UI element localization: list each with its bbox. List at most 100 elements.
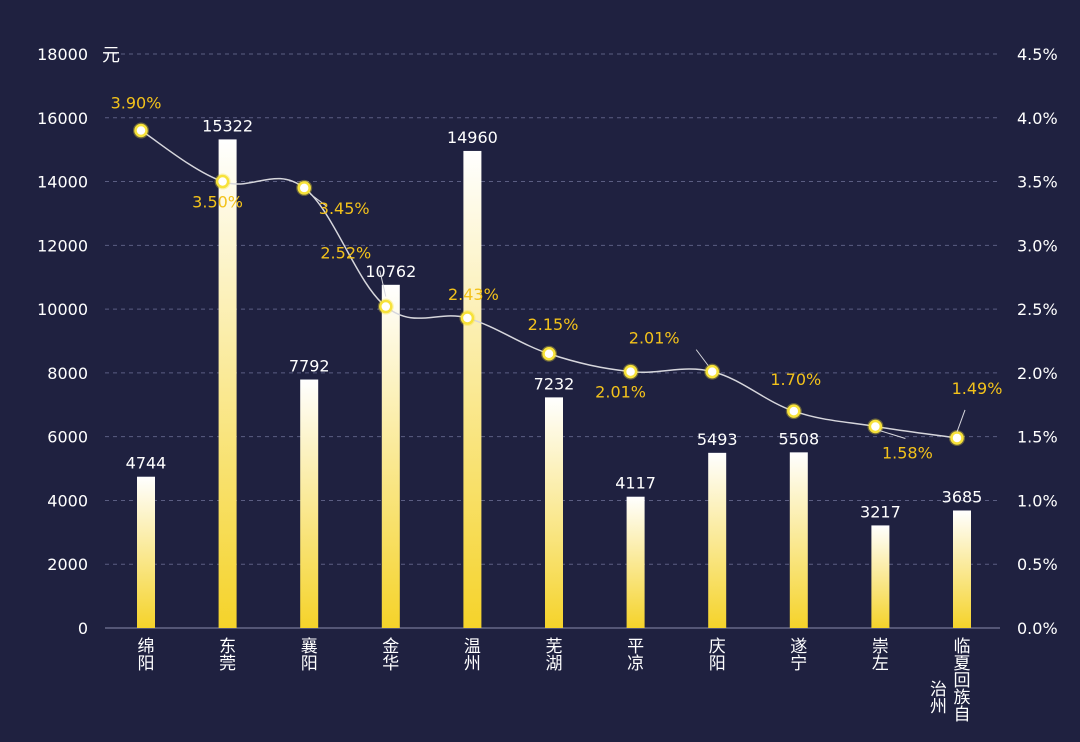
rate-value-label: 2.01% — [629, 329, 680, 348]
bar-value-label: 4744 — [126, 454, 167, 473]
rate-marker — [787, 404, 801, 418]
bar — [381, 284, 400, 628]
rate-marker — [460, 311, 475, 325]
x-axis-label-char: 绵 — [138, 637, 155, 657]
x-axis-label-char: 崇 — [872, 637, 889, 657]
rate-label-leader — [879, 429, 906, 439]
rate-value-label: 3.45% — [319, 199, 370, 218]
rate-line — [140, 129, 958, 439]
right-tick-label: 2.5% — [1017, 300, 1058, 319]
x-axis-label-char: 金 — [382, 637, 399, 657]
x-axis-label-char: 遂 — [790, 637, 807, 657]
bar-value-label: 3685 — [942, 487, 983, 506]
x-axis-label-char: 自 — [954, 705, 971, 725]
bar-value-label: 5508 — [778, 429, 819, 448]
left-tick-label: 8000 — [47, 364, 88, 383]
bar-value-label: 7232 — [534, 374, 575, 393]
x-axis-label-char: 平 — [627, 637, 644, 657]
rate-line-series — [133, 122, 965, 446]
rate-label-leader — [379, 270, 387, 297]
left-tick-label: 6000 — [47, 428, 88, 447]
rate-value-label: 3.50% — [192, 193, 243, 212]
bar-value-label: 15322 — [202, 116, 253, 135]
right-tick-label: 3.0% — [1017, 236, 1058, 255]
bar-value-label: 5493 — [697, 430, 738, 449]
grid-lines — [105, 53, 1000, 629]
bar — [545, 397, 563, 628]
rate-value-label: 1.58% — [882, 443, 933, 462]
right-tick-label: 1.0% — [1017, 491, 1058, 510]
x-axis-label-char: 庆 — [709, 637, 726, 657]
rate-value-labels: 3.90% 3.50% 3.45% 2.52% 2.43% 2.15% 2.01% 2.01%… — [111, 94, 1003, 463]
right-tick-label: 0.0% — [1017, 619, 1058, 638]
x-axis-label-char: 凉 — [627, 654, 644, 674]
x-axis-label-char: 宁 — [790, 654, 807, 674]
x-axis-label-char: 族 — [954, 688, 971, 708]
rate-marker — [950, 431, 964, 445]
bar — [789, 452, 808, 628]
right-tick-label: 0.5% — [1017, 555, 1058, 574]
bar — [463, 150, 482, 629]
x-axis-label-char: 温 — [464, 637, 481, 657]
left-tick-label: 10000 — [37, 300, 88, 319]
rate-value-label: 3.90% — [111, 94, 162, 113]
bar — [953, 510, 971, 628]
left-axis: 0 2000 4000 6000 8000 10000 12000 14000 16000 180… — [37, 45, 88, 638]
bar — [300, 379, 319, 628]
x-axis-label-char: 莞 — [219, 654, 236, 674]
left-tick-label: 14000 — [37, 173, 88, 192]
x-axis-label-char: 华 — [382, 654, 399, 674]
bars — [137, 139, 971, 629]
bar — [137, 476, 155, 628]
unit-label: 元 — [102, 45, 120, 66]
left-tick-label: 2000 — [47, 555, 88, 574]
rate-label-leader — [309, 193, 327, 207]
x-axis-label-char: 襄 — [301, 636, 318, 657]
bar-value-label: 3217 — [860, 502, 901, 521]
bar — [708, 452, 727, 628]
rate-value-label: 2.15% — [528, 315, 579, 334]
x-axis-label-char: 左 — [872, 654, 889, 674]
right-tick-label: 3.5% — [1017, 173, 1058, 192]
rate-value-label: 2.43% — [448, 285, 499, 304]
left-tick-label: 12000 — [37, 236, 88, 255]
bar-value-labels: 4744 15322 7792 10762 14960 7232 4117 5493 5508 3… — [126, 116, 983, 521]
right-axis: 0.0% 0.5% 1.0% 1.5% 2.0% 2.5% 3.0% 3.5% 4.0% 4.5% — [1017, 45, 1058, 638]
rate-marker — [542, 347, 556, 361]
bar-value-label: 4117 — [615, 474, 656, 493]
x-axis-label-char: 回 — [954, 671, 971, 691]
rate-value-label: 1.49% — [952, 379, 1003, 398]
right-tick-label: 4.0% — [1017, 109, 1058, 128]
rate-value-label: 2.01% — [595, 383, 646, 402]
right-tick-label: 1.5% — [1017, 428, 1058, 447]
x-axis-label-char: 湖 — [546, 654, 563, 674]
rate-marker — [868, 419, 883, 434]
bar-value-label: 7792 — [289, 357, 330, 376]
x-axis-label-char: 阳 — [138, 654, 155, 674]
rate-marker — [705, 364, 719, 379]
bar — [218, 139, 237, 628]
rate-marker — [623, 364, 638, 379]
left-tick-label: 16000 — [37, 109, 88, 128]
x-axis-label-char: 临 — [954, 637, 971, 657]
x-axis-label-char: 芜 — [546, 637, 563, 657]
x-axis-label-char: 州 — [464, 654, 481, 674]
bar-value-label: 14960 — [447, 128, 498, 147]
left-tick-label: 4000 — [47, 491, 88, 510]
bar — [626, 496, 645, 628]
x-axis-label-char: 夏 — [954, 654, 971, 674]
rate-value-label: 1.70% — [770, 370, 821, 389]
bar — [871, 525, 890, 628]
x-axis-label-char: 东 — [219, 637, 236, 657]
right-tick-label: 4.5% — [1017, 45, 1058, 64]
rate-label-leader — [695, 349, 709, 366]
right-tick-label: 2.0% — [1017, 364, 1058, 383]
x-axis-label-char: 阳 — [301, 654, 318, 674]
rate-marker — [134, 123, 148, 138]
rate-value-label: 2.52% — [320, 244, 371, 263]
rate-marker — [297, 181, 311, 195]
rate-label-leader — [956, 409, 966, 433]
bar-value-label: 10762 — [365, 262, 416, 281]
